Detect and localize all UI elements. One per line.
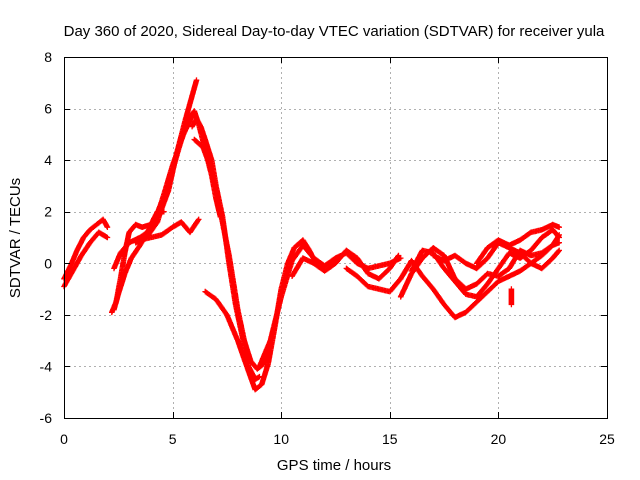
plot-frame bbox=[64, 57, 608, 419]
y-tick-label: 2 bbox=[44, 204, 52, 220]
series-arc-11 bbox=[256, 242, 404, 370]
x-tick-label: 20 bbox=[491, 431, 507, 447]
data-point-markers bbox=[137, 216, 202, 243]
x-tick-label: 0 bbox=[60, 431, 68, 447]
y-axis-title: SDTVAR / TECUs bbox=[7, 178, 24, 298]
data-point-markers bbox=[191, 136, 274, 372]
series-arc-17 bbox=[473, 221, 562, 267]
x-axis-title: GPS time / hours bbox=[277, 457, 391, 474]
y-tick-label: -2 bbox=[40, 307, 53, 323]
series-arc-15 bbox=[408, 227, 562, 300]
y-tick-label: 8 bbox=[44, 49, 52, 65]
series-arc-12 bbox=[289, 247, 402, 282]
data-point-markers bbox=[508, 286, 515, 308]
y-tick-label: -6 bbox=[40, 410, 53, 426]
chart-title: Day 360 of 2020, Sidereal Day-to-day VTE… bbox=[64, 23, 605, 40]
x-tick-label: 15 bbox=[382, 431, 398, 447]
y-tick-label: -4 bbox=[40, 358, 53, 374]
data-point-markers bbox=[289, 247, 402, 282]
series-arc-9 bbox=[191, 136, 274, 372]
series-arc-7 bbox=[137, 216, 202, 243]
x-tick-label: 10 bbox=[273, 431, 289, 447]
series-arc-18 bbox=[508, 286, 515, 308]
data-point-markers bbox=[111, 77, 200, 313]
data-point-markers bbox=[473, 221, 562, 267]
y-tick-label: 6 bbox=[44, 101, 52, 117]
data-point-markers bbox=[408, 227, 562, 300]
axis-ticks bbox=[64, 57, 608, 419]
y-tick-label: 0 bbox=[44, 255, 52, 271]
data-point-markers bbox=[256, 242, 404, 370]
x-tick-label: 25 bbox=[599, 431, 615, 447]
y-tick-label: 4 bbox=[44, 152, 52, 168]
x-tick-label: 5 bbox=[169, 431, 177, 447]
plot-data bbox=[61, 77, 562, 393]
tick-labels: 0 5 10 15 20 25 -6 -4 -2 0 2 4 6 8 bbox=[40, 49, 615, 447]
series-arc-4 bbox=[111, 77, 200, 313]
